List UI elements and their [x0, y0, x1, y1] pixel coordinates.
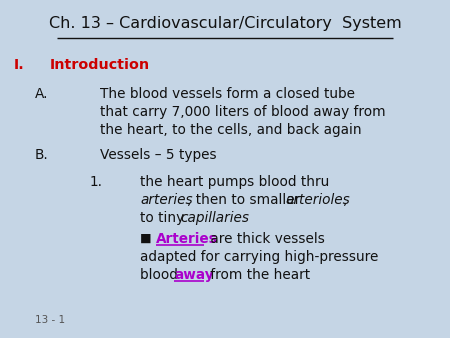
Text: capillaries: capillaries — [180, 211, 249, 225]
Text: arteries: arteries — [140, 193, 193, 207]
Text: adapted for carrying high-pressure: adapted for carrying high-pressure — [140, 250, 378, 264]
Text: the heart, to the cells, and back again: the heart, to the cells, and back again — [100, 123, 362, 137]
Text: The blood vessels form a closed tube: The blood vessels form a closed tube — [100, 87, 355, 101]
Text: arterioles: arterioles — [285, 193, 350, 207]
Text: Ch. 13 – Cardiovascular/Circulatory  System: Ch. 13 – Cardiovascular/Circulatory Syst… — [49, 16, 401, 31]
Text: A.: A. — [35, 87, 49, 101]
Text: Arteries: Arteries — [156, 232, 218, 246]
Text: I.: I. — [14, 58, 25, 72]
Text: Introduction: Introduction — [50, 58, 150, 72]
Text: from the heart: from the heart — [206, 268, 310, 282]
Text: , then to smaller: , then to smaller — [187, 193, 305, 207]
Text: B.: B. — [35, 148, 49, 162]
Text: that carry 7,000 liters of blood away from: that carry 7,000 liters of blood away fr… — [100, 105, 386, 119]
Text: to tiny: to tiny — [140, 211, 189, 225]
Text: the heart pumps blood thru: the heart pumps blood thru — [140, 175, 329, 189]
Text: 13 - 1: 13 - 1 — [35, 315, 65, 325]
Text: ,: , — [343, 193, 347, 207]
Text: blood: blood — [140, 268, 182, 282]
Text: Vessels – 5 types: Vessels – 5 types — [100, 148, 216, 162]
Text: ■: ■ — [140, 232, 152, 245]
Text: away: away — [174, 268, 214, 282]
Text: are thick vessels: are thick vessels — [206, 232, 325, 246]
Text: 1.: 1. — [90, 175, 103, 189]
